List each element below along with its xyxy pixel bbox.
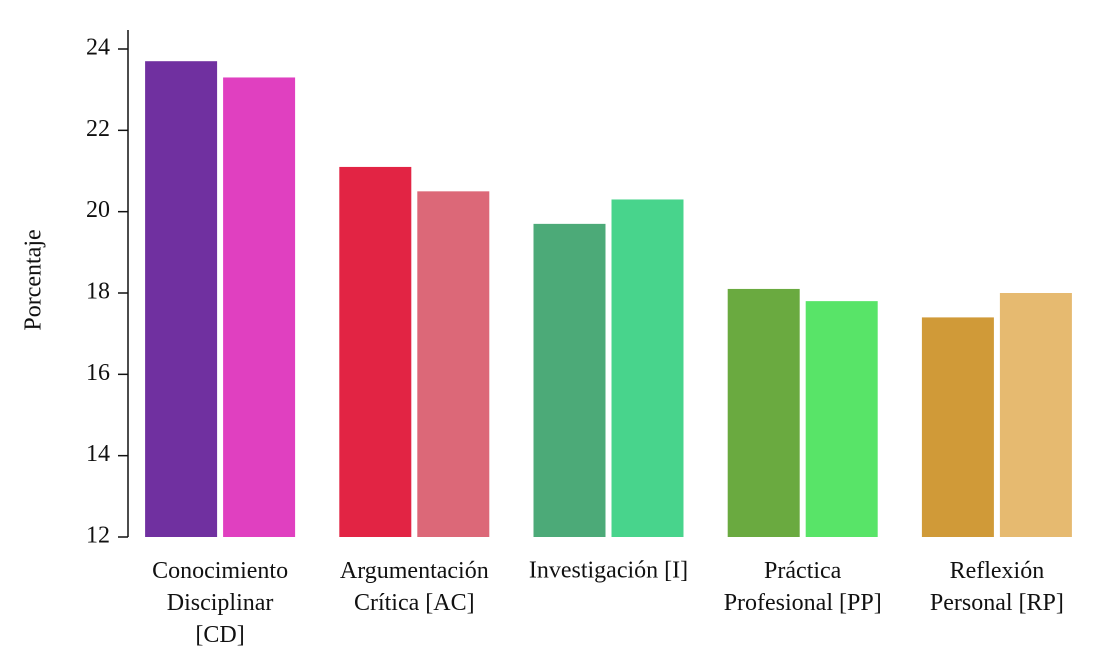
bar: [727, 288, 800, 537]
y-axis-label: Porcentaje: [21, 229, 47, 330]
y-tick-label: 14: [86, 441, 110, 467]
y-tick-label: 12: [86, 523, 110, 549]
bar: [921, 317, 994, 537]
x-tick-label: Argumentación Crítica [AC]: [340, 558, 489, 616]
bar: [533, 223, 606, 537]
y-tick-label: 18: [86, 279, 110, 305]
y-tick-label: 20: [86, 197, 110, 223]
y-tick-label: 24: [86, 35, 110, 61]
x-tick-label: Práctica Profesional [PP]: [724, 558, 882, 616]
bar: [223, 77, 296, 537]
bar: [145, 61, 218, 537]
x-tick-label: Investigación [I]: [529, 558, 688, 584]
bar: [805, 301, 878, 537]
y-tick-label: 16: [86, 360, 110, 386]
bar: [339, 166, 412, 537]
x-tick-label: Reflexión Personal [RP]: [930, 558, 1064, 616]
bar: [999, 293, 1072, 537]
bar: [611, 199, 684, 537]
bar: [417, 191, 490, 538]
x-tick-label: Conocimiento Disciplinar [CD]: [152, 558, 288, 648]
y-tick-label: 22: [86, 116, 110, 142]
